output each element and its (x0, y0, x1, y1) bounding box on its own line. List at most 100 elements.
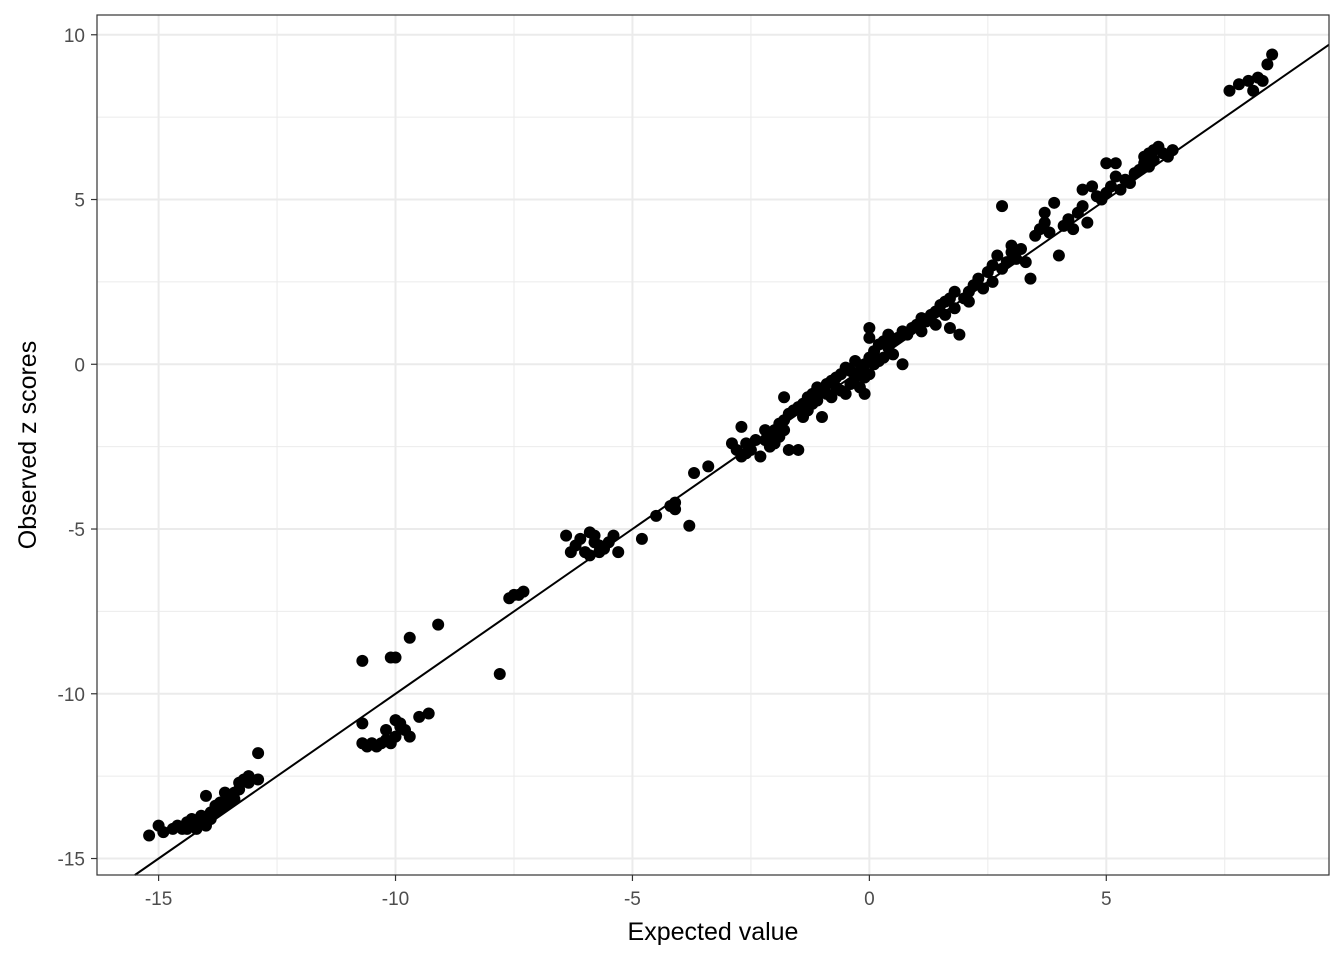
data-point (1266, 48, 1279, 61)
data-point (1010, 252, 1023, 265)
data-point (782, 443, 795, 456)
panel-border (96, 14, 1330, 876)
data-point (669, 503, 682, 516)
data-point (356, 654, 369, 667)
data-point (1109, 157, 1122, 170)
data-point (389, 651, 402, 664)
data-point (948, 285, 961, 298)
data-point (1038, 206, 1051, 219)
data-point (1038, 216, 1051, 229)
x-tick-label: 0 (864, 889, 875, 910)
data-point (887, 348, 900, 361)
grid-major (97, 15, 1329, 875)
data-point (1052, 249, 1065, 262)
data-point (1081, 216, 1094, 229)
data-point (792, 443, 805, 456)
data-point (972, 272, 985, 285)
data-point (1000, 256, 1013, 269)
data-point (356, 717, 369, 730)
data-point (583, 549, 596, 562)
data-point (683, 519, 696, 532)
data-point (517, 585, 530, 598)
data-point (1043, 226, 1056, 239)
y-tick-label: 5 (74, 191, 85, 212)
y-axis-title: Observed z scores (14, 341, 42, 549)
y-axis-ticks: -15 -10 -5 0 5 10 (58, 26, 97, 871)
data-point (754, 450, 767, 463)
data-point (1223, 84, 1236, 97)
data-point (403, 631, 416, 644)
data-point (977, 282, 990, 295)
data-point (607, 529, 620, 542)
x-tick-label: -10 (382, 889, 409, 910)
y-tick-label: -5 (68, 520, 85, 541)
data-point (1067, 223, 1080, 236)
y-tick-label: -15 (58, 850, 85, 871)
y-tick-label: 0 (74, 355, 85, 376)
data-point (1147, 153, 1160, 166)
reference-line (134, 43, 1330, 876)
data-point (863, 331, 876, 344)
data-point (863, 368, 876, 381)
data-point (1086, 180, 1099, 193)
data-point (588, 529, 601, 542)
x-axis-title: Expected value (628, 918, 799, 946)
data-point (839, 387, 852, 400)
data-point (962, 295, 975, 308)
data-point (432, 618, 445, 631)
data-point (1109, 170, 1122, 183)
data-point (778, 391, 791, 404)
data-point (863, 322, 876, 335)
data-point (635, 532, 648, 545)
data-point (1048, 196, 1061, 209)
x-tick-label: 5 (1101, 889, 1112, 910)
data-point (1261, 58, 1274, 71)
data-point (991, 249, 1004, 262)
data-point (1019, 256, 1032, 269)
x-tick-label: -5 (624, 889, 641, 910)
data-point (986, 275, 999, 288)
data-point (948, 302, 961, 315)
data-point (403, 730, 416, 743)
data-point (560, 529, 573, 542)
data-point (1015, 242, 1027, 255)
data-point (825, 391, 838, 404)
data-point (688, 467, 701, 480)
data-point (493, 668, 506, 681)
data-point (1242, 74, 1255, 87)
data-point (380, 724, 393, 737)
data-point (1166, 144, 1179, 157)
data-point (1062, 213, 1075, 226)
x-axis-ticks: -15 -10 -5 0 5 (145, 875, 1112, 910)
data-point (413, 710, 426, 723)
data-point (1105, 180, 1118, 193)
data-point (1076, 183, 1089, 196)
data-point (939, 308, 952, 321)
data-point (744, 443, 757, 456)
data-point (650, 509, 663, 522)
data-point (199, 789, 212, 802)
data-point (749, 434, 762, 447)
data-point (1005, 239, 1018, 252)
data-point (574, 532, 587, 545)
data-point (915, 325, 928, 338)
data-point (877, 351, 890, 364)
data-point (389, 730, 402, 743)
data-point (702, 460, 715, 473)
data-point (422, 707, 435, 720)
data-point (242, 770, 255, 783)
data-point (815, 410, 828, 423)
x-tick-label: -15 (145, 889, 172, 910)
data-point (1024, 272, 1037, 285)
data-point (1256, 74, 1269, 87)
data-point (858, 387, 871, 400)
y-tick-label: -10 (58, 685, 85, 706)
data-point (735, 420, 748, 433)
data-point (929, 318, 942, 331)
y-tick-label: 10 (64, 26, 85, 47)
data-point (157, 826, 170, 839)
data-point (612, 546, 625, 559)
data-point (143, 829, 156, 842)
data-point (252, 773, 265, 786)
